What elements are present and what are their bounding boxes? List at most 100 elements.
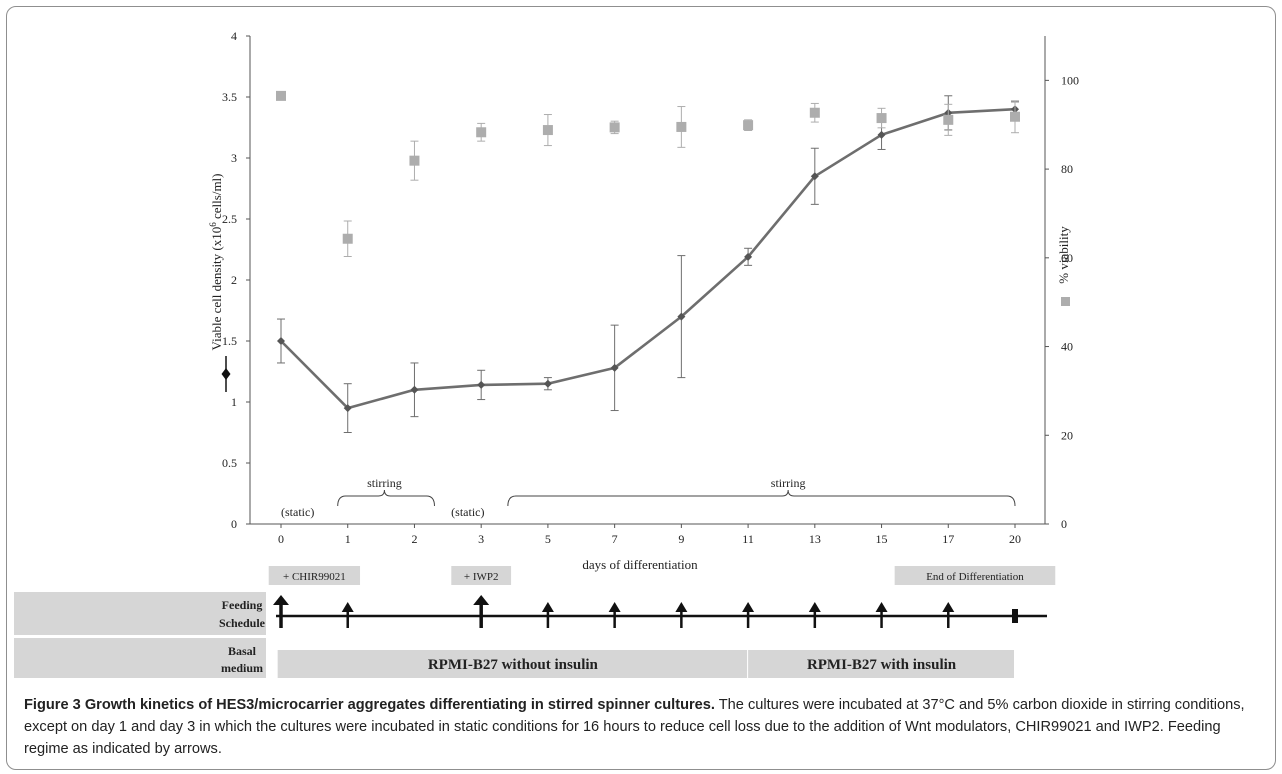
left-axis-label-superscript: 6	[208, 222, 218, 227]
cell-density-line	[280, 107, 1016, 410]
x-tick-label: 13	[809, 532, 821, 546]
treatment-label-box	[451, 566, 512, 585]
viability-point	[542, 125, 553, 136]
treatment-label: + CHIR99021	[268, 566, 361, 585]
stirring-label: stirring	[367, 476, 402, 490]
feeding-label-line1: Feeding	[222, 598, 263, 612]
x-tick-label: 0	[278, 532, 284, 546]
feeding-arrow-head	[341, 602, 354, 612]
feeding-arrow	[742, 602, 755, 628]
left-y-tick-label: 0	[231, 517, 237, 531]
treatment-label: + IWP2	[451, 566, 512, 585]
medium-segment-text: RPMI-B27 with insulin	[807, 657, 957, 673]
feeding-arrow-head	[541, 602, 554, 612]
treatment-label-box	[894, 566, 1056, 585]
viability-point	[743, 120, 754, 131]
viability-point	[476, 127, 487, 138]
feeding-arrow-head	[473, 595, 490, 605]
x-tick-label: 15	[876, 532, 888, 546]
caption-title: Figure 3 Growth kinetics of HES3/microca…	[24, 697, 715, 713]
medium-segment-box	[748, 650, 1014, 678]
viability-point	[609, 122, 620, 133]
x-tick-label: 3	[478, 532, 484, 546]
feeding-arrow	[875, 602, 888, 628]
viability-point	[943, 114, 954, 125]
x-tick-label: 20	[1009, 532, 1021, 546]
feeding-arrow-head	[273, 595, 289, 605]
cell-density-point	[410, 385, 419, 394]
growth-kinetics-chart: Viable cell density (x106 cells/ml) % vi…	[14, 29, 1079, 678]
left-y-tick-label: 4	[231, 29, 237, 43]
x-tick-label: 9	[678, 532, 684, 546]
caption-body: The cultures were incubated at 37°C and …	[24, 697, 1245, 757]
viability-point	[1010, 111, 1020, 122]
feeding-arrow	[942, 602, 955, 628]
static-label: (static)	[451, 505, 484, 519]
x-tick-label: 11	[742, 532, 754, 546]
left-axis-legend-diamond	[221, 368, 231, 380]
feeding-arrow-head	[808, 602, 821, 612]
right-y-tick-label: 0	[1061, 517, 1067, 531]
medium-segment: RPMI-B27 with insulin	[748, 650, 1014, 678]
right-axis-legend-square	[1061, 297, 1070, 306]
stirring-label: stirring	[771, 476, 806, 490]
medium-segment: RPMI-B27 without insulin	[277, 650, 748, 678]
left-y-tick-label: 3.5	[222, 90, 237, 104]
viability-point	[276, 90, 286, 101]
right-axis-label-text: % viability	[1056, 226, 1071, 284]
stirring-bracket	[507, 489, 1016, 507]
x-tick-label: 7	[612, 532, 618, 546]
viability-point	[876, 113, 887, 124]
medium-label-box	[14, 638, 266, 678]
cell-density-point	[477, 380, 486, 389]
feeding-arrow	[541, 602, 554, 628]
x-tick-label: 2	[411, 532, 417, 546]
feeding-arrow	[273, 595, 289, 628]
medium-label-line2: medium	[221, 661, 263, 675]
left-y-tick-label: 1	[231, 395, 237, 409]
treatment-label: End of Differentiation	[894, 566, 1056, 585]
treatment-label-box	[268, 566, 361, 585]
x-tick-label: 1	[345, 532, 351, 546]
cell-density-point	[277, 337, 285, 345]
right-y-tick-label: 100	[1061, 73, 1079, 87]
feeding-arrow	[473, 595, 490, 628]
viability-point	[409, 155, 420, 166]
medium-segment-text: RPMI-B27 without insulin	[428, 657, 599, 673]
feeding-arrow	[608, 602, 621, 628]
right-axis-label: % viability	[1056, 226, 1071, 306]
feeding-arrow-head	[875, 602, 888, 612]
stirring-bracket	[337, 489, 435, 507]
left-y-tick-label: 0.5	[222, 456, 237, 470]
right-y-tick-label: 60	[1061, 251, 1073, 265]
feeding-arrow-head	[742, 602, 755, 612]
feeding-label-box	[14, 592, 266, 635]
left-y-tick-label: 2	[231, 273, 237, 287]
feeding-arrow-head	[675, 602, 688, 612]
left-y-tick-label: 3	[231, 151, 237, 165]
static-label: (static)	[281, 505, 314, 519]
left-axis-label: Viable cell density (x106 cells/ml)	[208, 173, 231, 392]
right-y-tick-label: 40	[1061, 340, 1073, 354]
cell-density-point	[343, 404, 352, 413]
left-y-tick-label: 1.5	[222, 334, 237, 348]
treatment-label-text: + IWP2	[464, 571, 499, 583]
figure-caption: Figure 3 Growth kinetics of HES3/microca…	[24, 694, 1260, 760]
cell-density-point	[877, 130, 886, 139]
feeding-arrow-head	[608, 602, 621, 612]
cell-density-point	[610, 363, 619, 372]
feeding-arrow-head	[942, 602, 955, 612]
feeding-arrow	[341, 602, 354, 628]
feeding-arrow	[675, 602, 688, 628]
x-tick-label: 17	[942, 532, 954, 546]
feeding-end-marker	[1012, 609, 1018, 623]
viability-point	[342, 233, 353, 244]
right-y-tick-label: 20	[1061, 428, 1073, 442]
x-axis-label: days of differentiation	[582, 557, 698, 572]
treatment-label-text: End of Differentiation	[926, 571, 1024, 583]
cell-density-point	[543, 379, 552, 388]
right-y-tick-label: 80	[1061, 162, 1073, 176]
feeding-arrow	[808, 602, 821, 628]
left-axis-label-prefix: Viable cell density (x10	[209, 227, 224, 351]
cell-density-point	[810, 172, 819, 181]
